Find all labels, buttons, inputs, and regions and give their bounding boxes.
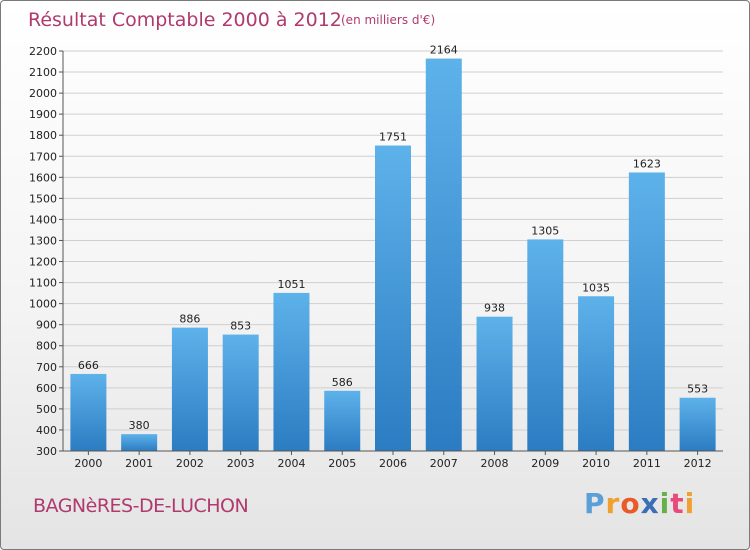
y-tick-label: 1600 <box>29 171 57 184</box>
data-label-2012: 553 <box>687 383 708 396</box>
y-tick-label: 300 <box>36 445 57 458</box>
y-tick-label: 2100 <box>29 66 57 79</box>
data-label-2004: 1051 <box>277 278 305 291</box>
x-tick-label: 2010 <box>582 457 610 470</box>
y-tick-label: 400 <box>36 424 57 437</box>
bar-2003 <box>222 334 259 451</box>
data-label-2002: 886 <box>179 313 200 326</box>
bar-2004 <box>273 292 310 451</box>
x-tick-label: 2001 <box>125 457 153 470</box>
y-tick-label: 600 <box>36 382 57 395</box>
x-tick-label: 2008 <box>481 457 509 470</box>
bar-2012 <box>679 397 716 451</box>
x-tick-label: 2007 <box>430 457 458 470</box>
y-tick-label: 2200 <box>29 45 57 58</box>
bar-2006 <box>375 145 411 452</box>
x-tick-label: 2003 <box>227 457 255 470</box>
logo-letter: i <box>659 487 671 520</box>
x-axis: 2000 2001 2002 2003 2004 2005 2006 2007 2008 2009… <box>63 450 723 470</box>
data-label-2008: 938 <box>484 302 505 315</box>
bar-2011 <box>628 172 665 451</box>
x-tick-label: 2006 <box>379 457 407 470</box>
y-tick-label: 1900 <box>29 108 57 121</box>
x-tick-label: 2012 <box>684 457 712 470</box>
data-label-2010: 1035 <box>582 281 610 294</box>
bar-2008 <box>476 316 513 451</box>
logo-letter: P <box>584 487 606 520</box>
y-tick-label: 700 <box>36 361 57 374</box>
bar-2005 <box>324 390 361 451</box>
data-label-2001: 380 <box>129 419 150 432</box>
y-tick-label: 1400 <box>29 213 57 226</box>
y-tick-label: 1500 <box>29 192 57 205</box>
bar-2002 <box>171 327 208 451</box>
x-tick-label: 2009 <box>531 457 559 470</box>
data-label-2000: 666 <box>78 359 99 372</box>
chart-subtitle: (en milliers d'€) <box>341 13 435 27</box>
y-tick-label: 1300 <box>29 234 57 247</box>
logo-letter: o <box>620 487 641 520</box>
y-tick-label: 1800 <box>29 129 57 142</box>
bar-2007 <box>425 58 462 451</box>
y-tick-label: 1100 <box>29 277 57 290</box>
data-label-2007: 2164 <box>430 44 458 57</box>
logo-letter: x <box>640 487 660 520</box>
logo-letter: t <box>670 487 685 520</box>
data-label-2009: 1305 <box>531 224 559 237</box>
chart-title: Résultat Comptable 2000 à 2012 <box>28 9 342 31</box>
y-tick-label: 500 <box>36 403 57 416</box>
x-tick-label: 2002 <box>176 457 204 470</box>
bar-2009 <box>527 239 564 451</box>
y-tick-label: 800 <box>36 340 57 353</box>
x-tick-label: 2011 <box>633 457 661 470</box>
data-label-2011: 1623 <box>633 157 661 170</box>
y-tick-label: 1200 <box>29 256 57 269</box>
y-tick-label: 900 <box>36 319 57 332</box>
bar-2000 <box>70 373 107 451</box>
proxiti-logo: Proxiti <box>584 487 695 520</box>
y-tick-label: 1000 <box>29 298 57 311</box>
x-tick-label: 2000 <box>74 457 102 470</box>
bars: 666 380 886 853 1051 586 1751 2164 938 1305 1035 16… <box>70 44 716 452</box>
bar-2010 <box>578 296 615 451</box>
data-label-2005: 586 <box>332 376 353 389</box>
data-label-2006: 1751 <box>379 131 407 144</box>
commune-name: BAGNèRES-DE-LUCHON <box>33 495 249 517</box>
y-axis: 300 400 500 600 700 800 900 1000 1100 1200 1300 140… <box>29 45 64 458</box>
x-tick-label: 2004 <box>277 457 305 470</box>
logo-letter: r <box>605 487 621 520</box>
bar-2001 <box>121 434 158 451</box>
y-tick-label: 1700 <box>29 150 57 163</box>
x-tick-label: 2005 <box>328 457 356 470</box>
logo-letter: i <box>684 487 696 520</box>
y-tick-label: 2000 <box>29 87 57 100</box>
data-label-2003: 853 <box>230 320 251 333</box>
